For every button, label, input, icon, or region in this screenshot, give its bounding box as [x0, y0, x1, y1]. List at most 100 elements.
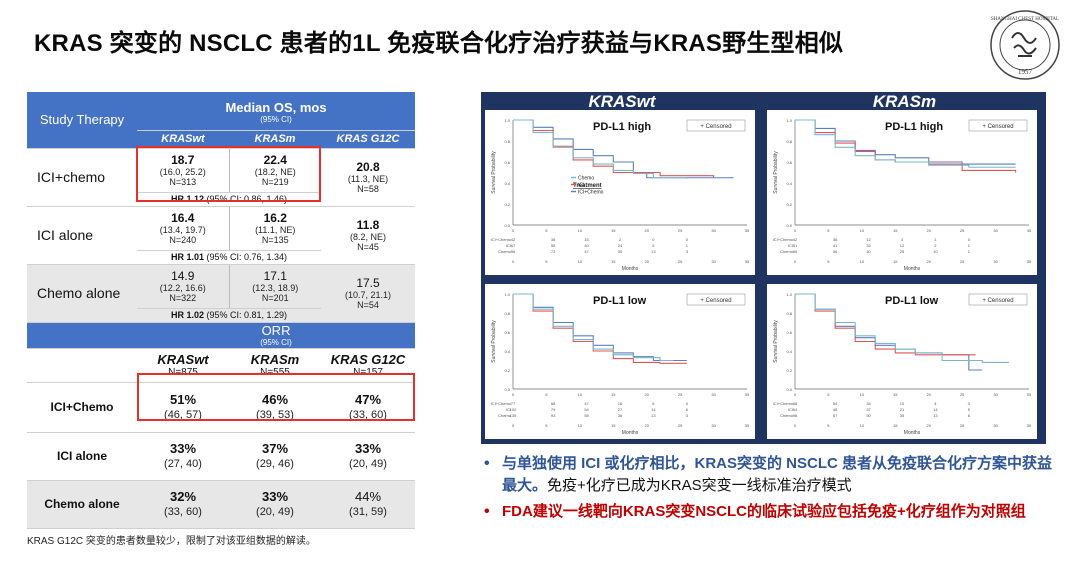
hazard-ratio: HR 1.12 (95% CI: 0.86, 1.46) [137, 192, 321, 207]
orr-ci: (31, 59) [349, 506, 387, 518]
risk-count: 41 [833, 243, 838, 248]
risk-count: 4 [934, 401, 937, 406]
risk-count: 12 [866, 237, 871, 242]
censored-legend [686, 293, 746, 306]
risk-count: 15 [584, 237, 589, 242]
y-tick-label: 0.0 [786, 223, 792, 228]
x-tick-label: 5 [827, 228, 830, 233]
orr-ci: (33, 60) [349, 409, 387, 421]
censored-label: + Censored [982, 124, 1013, 130]
orr-col-n: N=555 [260, 367, 290, 378]
bullet-2: • FDA建议一线靶向KRAS突变NSCLC的临床试验应包括免疫+化疗组作为对照… [484, 503, 1026, 520]
risk-x-tick: 15 [611, 259, 616, 264]
orr-value: 46% [261, 392, 289, 407]
censored-legend [968, 119, 1028, 132]
risk-count: 67 [833, 413, 838, 418]
orr-value: 33% [355, 441, 382, 456]
os-row-ici-chemo: ICI+chemo 18.7 (16.0, 25.2) N=313 22.4 (18.… [27, 148, 416, 207]
x-tick-label: 30 [711, 228, 716, 233]
y-tick-label: 0.6 [504, 330, 510, 335]
page-title: KRAS 突变的 NSCLC 患者的1L 免疫联合化疗治疗获益与KRAS野生型相… [34, 30, 844, 57]
median-os-sub: (95% CI) [260, 115, 292, 125]
bullet-2-text: FDA建议一线靶向KRAS突变NSCLC的临床试验应包括免疫+化疗组作为对照组 [502, 503, 1026, 520]
x-tick-label: 25 [960, 392, 965, 397]
orr-col-name: KRASwt [157, 352, 209, 367]
risk-count: 16 [618, 401, 623, 406]
risk-row-label: Chemo [780, 413, 794, 418]
x-tick-label: 15 [611, 228, 616, 233]
risk-count: 77 [511, 401, 516, 406]
key-points: • 与单独使用 ICI 或化疗相比，KRAS突变的 NSCLC 患者从免疫联合化… [480, 453, 1060, 527]
risk-count: 2 [619, 237, 622, 242]
risk-row-label: ICI+Chemo [773, 237, 794, 242]
os-n: N=54 [357, 299, 379, 310]
orr-value: 51% [169, 392, 197, 407]
x-tick-label: 25 [678, 228, 683, 233]
y-tick-label: 0.8 [504, 139, 510, 144]
risk-x-tick: 5 [545, 259, 548, 264]
risk-count: 1 [968, 249, 971, 254]
os-ci: (12.2, 16.6) [159, 282, 206, 293]
risk-count: 13 [651, 249, 656, 254]
risk-count: 5 [652, 243, 655, 248]
os-n: N=201 [261, 292, 289, 303]
risk-x-tick: 0 [512, 259, 515, 264]
x-tick-label: 20 [644, 392, 649, 397]
os-n: N=240 [169, 234, 197, 245]
x-tick-label: 10 [860, 392, 865, 397]
y-tick-label: 0.6 [504, 160, 510, 165]
risk-count: 12 [900, 243, 905, 248]
risk-x-tick: 10 [860, 259, 865, 264]
x-tick-label: 20 [926, 228, 931, 233]
row-label: Chemo alone [27, 480, 137, 529]
orr-value: 47% [355, 392, 382, 407]
risk-row-label: ICI+Chemo [491, 237, 512, 242]
censored-label: + Censored [700, 298, 731, 304]
orr-ci: (33, 60) [164, 506, 202, 518]
risk-x-tick: 5 [827, 423, 830, 428]
os-ci: (11.3, NE) [347, 173, 389, 184]
orr-row-chemo-alone: Chemo alone 32% (33, 60) 33% (20, 49) 44% (… [27, 480, 416, 529]
bullet-1: • 与单独使用 ICI 或化疗相比，KRAS突变的 NSCLC 患者从免疫联合化… [484, 455, 1053, 494]
risk-count: 6 [652, 401, 655, 406]
y-tick-label: 0.0 [504, 223, 510, 228]
risk-count: 51 [793, 243, 798, 248]
risk-count: 93 [551, 413, 556, 418]
col-krasm: KRASm [229, 130, 321, 149]
risk-count: 6 [968, 413, 971, 418]
row-label: ICI alone [27, 206, 137, 265]
risk-x-tick: 30 [993, 259, 998, 264]
risk-count: 13 [933, 413, 938, 418]
orr-title: ORR [261, 323, 291, 338]
os-n: N=135 [261, 234, 289, 245]
risk-x-tick: 35 [745, 259, 750, 264]
km-curves-figure: KRASwt KRASm 0.0 0.2 0.4 0.6 0.8 1.0 0 5 10 15 20 2… [481, 92, 1046, 444]
risk-count: 3 [901, 237, 904, 242]
x-tick-label: 35 [745, 392, 750, 397]
risk-count: 6 [686, 407, 689, 412]
highlight-box-orr [137, 373, 415, 421]
hospital-logo: 1957 SHANGHAI CHEST HOSPITAL [988, 8, 1062, 82]
y-tick-label: 0.2 [786, 368, 792, 373]
risk-count: 54 [584, 407, 589, 412]
svg-text:SHANGHAI CHEST HOSPITAL: SHANGHAI CHEST HOSPITAL [991, 17, 1059, 22]
y-axis-label: Survival Probability [773, 151, 779, 194]
os-n: N=219 [261, 176, 289, 187]
risk-count: 40 [584, 243, 589, 248]
orr-value: 37% [261, 441, 289, 456]
risk-x-tick: 35 [1027, 423, 1032, 428]
risk-x-tick: 30 [993, 423, 998, 428]
km-panel-kraswt-high: 0.0 0.2 0.4 0.6 0.8 1.0 0 5 10 15 20 25 30 35 Survival… [485, 110, 755, 275]
risk-count: 56 [833, 249, 838, 254]
risk-row-label: ICI+Chemo [773, 401, 794, 406]
orr-col-name: KRASm [250, 352, 300, 367]
x-tick-label: 25 [678, 392, 683, 397]
risk-count: 0 [686, 237, 689, 242]
y-tick-label: 0.6 [786, 160, 792, 165]
x-tick-label: 35 [745, 228, 750, 233]
orr-value: 33% [261, 489, 289, 504]
y-tick-label: 0.4 [504, 349, 510, 354]
os-ci: (12.3, 18.9) [252, 282, 299, 293]
risk-x-tick: 25 [678, 259, 683, 264]
risk-count: 42 [511, 237, 516, 242]
